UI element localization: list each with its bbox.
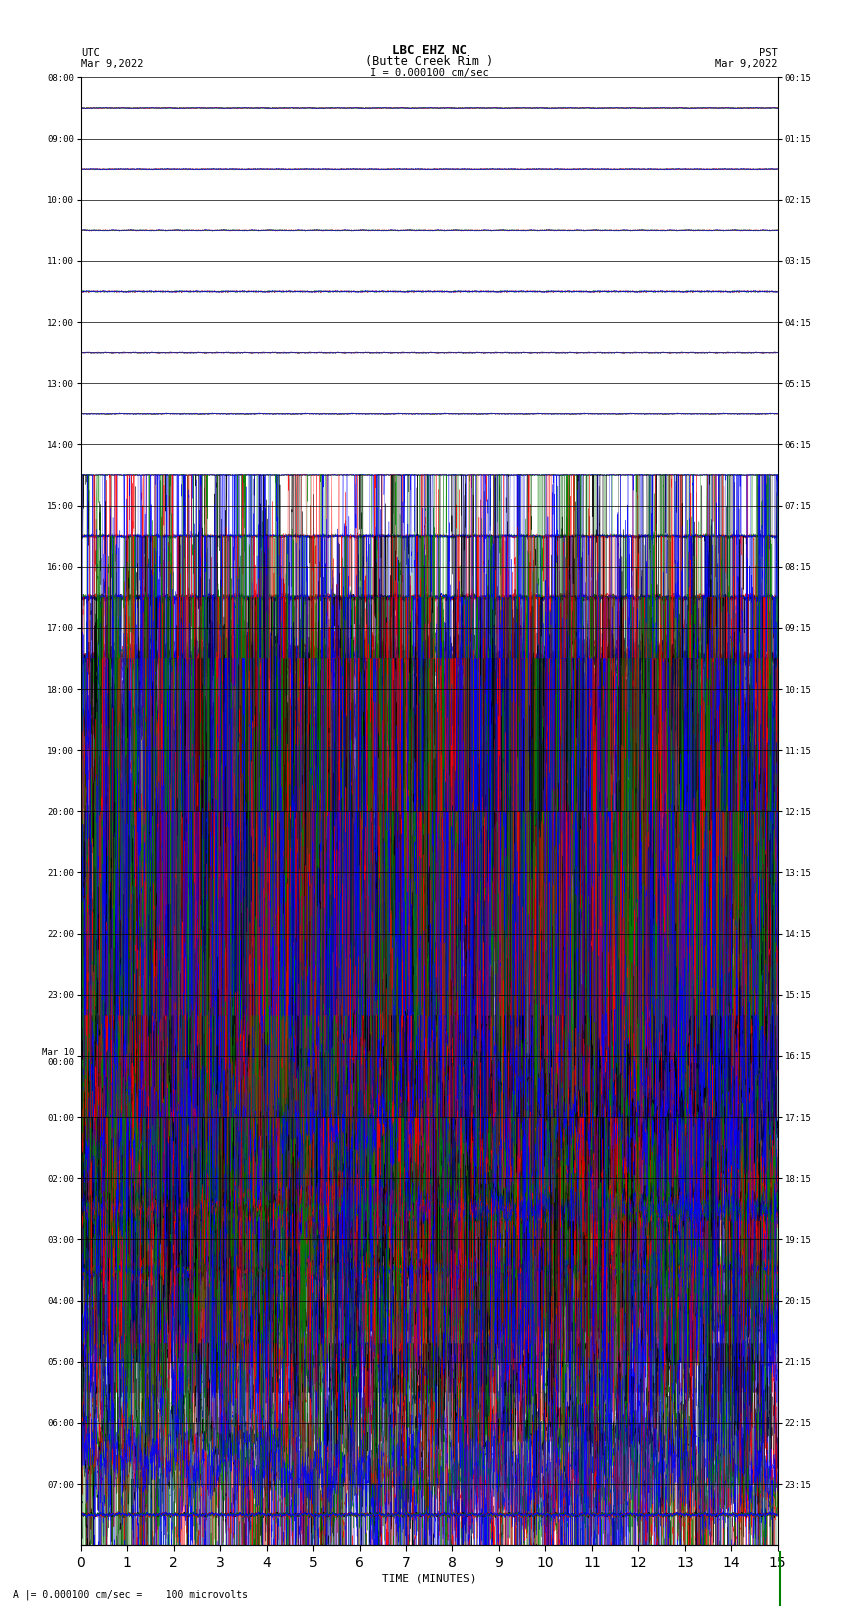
Text: Mar 9,2022: Mar 9,2022 bbox=[715, 58, 778, 69]
Text: I = 0.000100 cm/sec: I = 0.000100 cm/sec bbox=[370, 68, 489, 77]
Text: LBC EHZ NC: LBC EHZ NC bbox=[392, 44, 467, 58]
X-axis label: TIME (MINUTES): TIME (MINUTES) bbox=[382, 1574, 477, 1584]
Text: PST: PST bbox=[759, 48, 778, 58]
Text: A |= 0.000100 cm/sec =    100 microvolts: A |= 0.000100 cm/sec = 100 microvolts bbox=[13, 1589, 247, 1600]
Text: Mar 9,2022: Mar 9,2022 bbox=[81, 58, 144, 69]
Text: (Butte Creek Rim ): (Butte Creek Rim ) bbox=[366, 55, 493, 68]
Text: UTC: UTC bbox=[81, 48, 99, 58]
